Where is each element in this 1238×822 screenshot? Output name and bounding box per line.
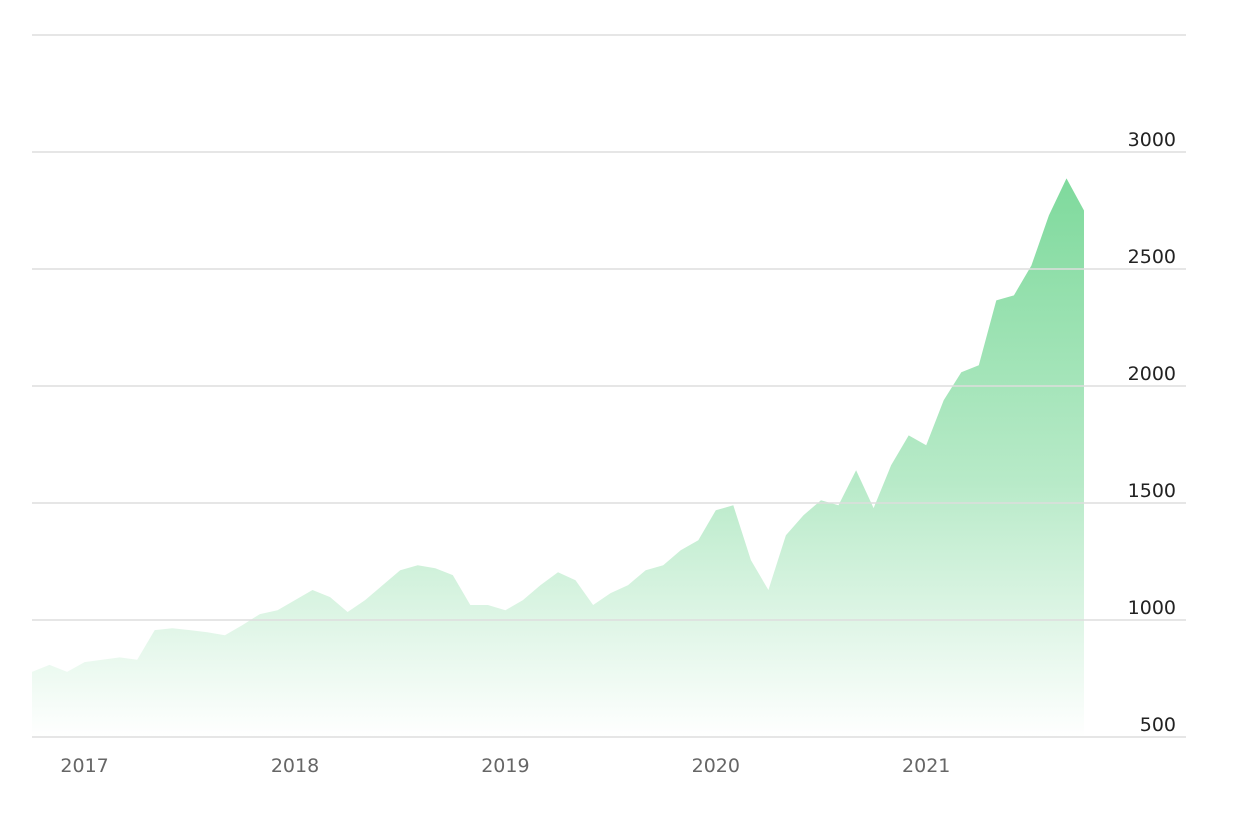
- y-tick-label: 1500: [1128, 480, 1176, 502]
- x-tick-label: 2021: [902, 755, 950, 777]
- y-tick-label: 2000: [1128, 363, 1176, 385]
- y-tick-label: 3000: [1128, 129, 1176, 151]
- x-tick-label: 2018: [271, 755, 319, 777]
- y-tick-label: 500: [1140, 714, 1176, 736]
- x-tick-label: 2020: [692, 755, 740, 777]
- x-tick-label: 2019: [481, 755, 529, 777]
- y-tick-label: 2500: [1128, 246, 1176, 268]
- area: [32, 178, 1084, 737]
- y-tick-label: 1000: [1128, 597, 1176, 619]
- x-tick-label: 2017: [60, 755, 108, 777]
